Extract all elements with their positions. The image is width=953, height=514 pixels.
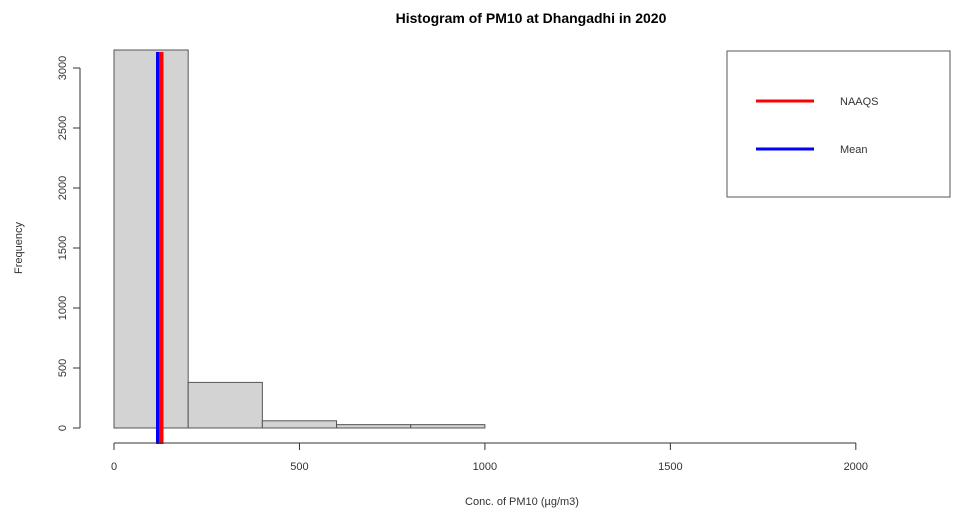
legend-label-naaqs: NAAQS	[840, 96, 879, 108]
legend: NAAQS Mean	[726, 50, 951, 198]
y-tick-label-4: 2000	[57, 176, 69, 200]
y-tick-label-3: 1500	[57, 236, 69, 260]
histogram-bar-0	[113, 49, 189, 429]
y-tick-label-0: 0	[57, 425, 69, 431]
y-tick-label-2: 1000	[57, 296, 69, 320]
bars-group	[113, 49, 486, 429]
x-tick-label-0: 0	[111, 461, 117, 473]
x-tick-label-3: 1500	[658, 461, 682, 473]
x-tick-label-4: 2000	[844, 461, 868, 473]
histogram-bar-3	[336, 424, 412, 429]
legend-label-mean: Mean	[840, 144, 868, 156]
y-tick-label-6: 3000	[57, 56, 69, 80]
y-tick-label-1: 500	[57, 359, 69, 377]
y-axis: 0 500 1000 1500 2000 2500 3000	[57, 56, 81, 431]
chart-title: Histogram of PM10 at Dhangadhi in 2020	[396, 10, 667, 26]
x-axis-label: Conc. of PM10 (µg/m3)	[465, 496, 579, 508]
histogram-bar-2	[261, 420, 338, 429]
x-tick-label-1: 500	[290, 461, 308, 473]
y-axis-label: Frequency	[13, 222, 25, 274]
reference-lines-group	[156, 52, 164, 444]
legend-box	[726, 50, 951, 198]
y-tick-label-5: 2500	[57, 116, 69, 140]
x-axis: 0 500 1000 1500 2000	[111, 442, 868, 473]
histogram-bar-1	[187, 381, 263, 429]
histogram-bar-4	[410, 424, 486, 429]
x-tick-label-2: 1000	[473, 461, 497, 473]
